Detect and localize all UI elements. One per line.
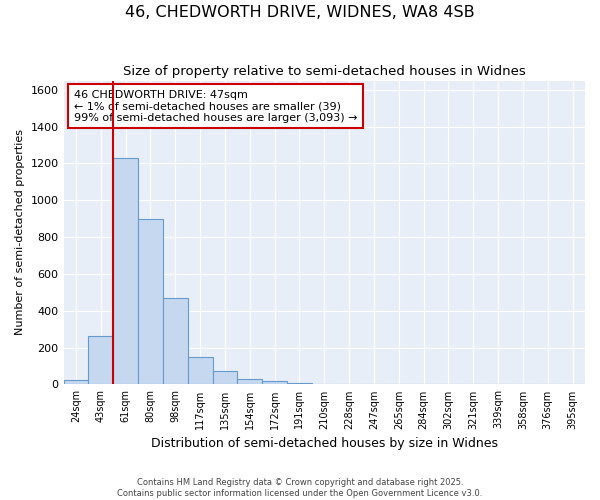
Y-axis label: Number of semi-detached properties: Number of semi-detached properties (15, 130, 25, 336)
Bar (64, 380, 88, 384)
Bar (163, 298, 188, 384)
Title: Size of property relative to semi-detached houses in Widnes: Size of property relative to semi-detach… (123, 65, 526, 78)
Bar (212, 371, 238, 384)
Bar (88, 336, 113, 384)
Bar (287, 382, 312, 384)
Text: 46 CHEDWORTH DRIVE: 47sqm
← 1% of semi-detached houses are smaller (39)
99% of s: 46 CHEDWORTH DRIVE: 47sqm ← 1% of semi-d… (74, 90, 358, 123)
X-axis label: Distribution of semi-detached houses by size in Widnes: Distribution of semi-detached houses by … (151, 437, 498, 450)
Bar (138, 219, 163, 384)
Bar (262, 381, 287, 384)
Text: 46, CHEDWORTH DRIVE, WIDNES, WA8 4SB: 46, CHEDWORTH DRIVE, WIDNES, WA8 4SB (125, 5, 475, 20)
Bar (238, 380, 262, 384)
Bar (113, 158, 138, 384)
Text: Contains HM Land Registry data © Crown copyright and database right 2025.
Contai: Contains HM Land Registry data © Crown c… (118, 478, 482, 498)
Bar (188, 357, 212, 384)
